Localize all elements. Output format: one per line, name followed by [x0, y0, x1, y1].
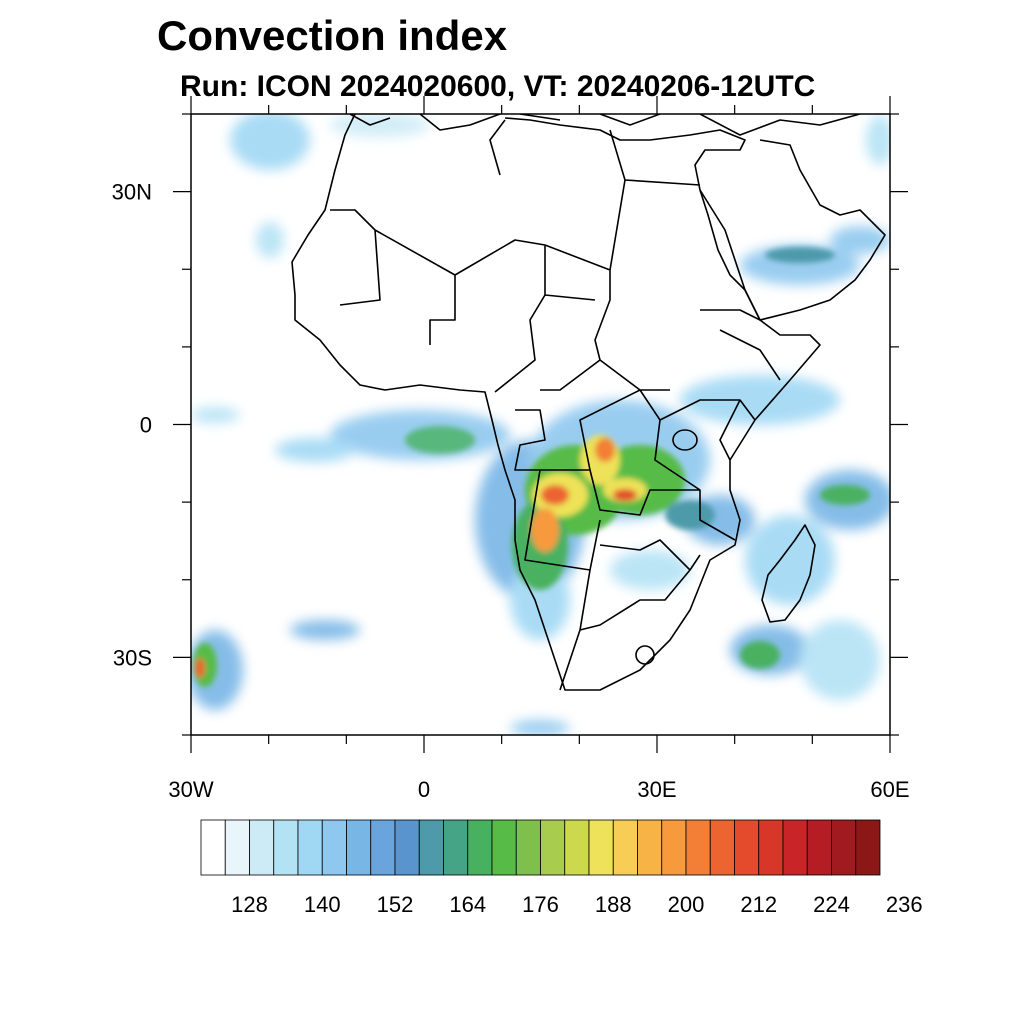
convection-cell — [613, 489, 637, 501]
convection-cell — [405, 426, 475, 454]
colorbar-swatch — [637, 819, 663, 876]
africa-coastline — [291, 114, 821, 691]
colorbar-swatch — [224, 819, 250, 876]
colorbar — [200, 819, 881, 876]
country-borders — [330, 119, 781, 691]
colorbar-swatch — [321, 819, 347, 876]
y-tick-label: 0 — [140, 413, 152, 438]
colorbar-label: 128 — [231, 892, 268, 917]
colorbar-swatch — [709, 819, 735, 876]
convection-cell — [256, 222, 284, 258]
colorbar-label: 164 — [449, 892, 486, 917]
coastlines-and-borders — [291, 114, 886, 691]
x-tick-label: 30W — [168, 777, 213, 802]
colorbar-swatch — [443, 819, 469, 876]
madagascar-coastline — [761, 524, 816, 623]
colorbar-labels: 128 140 152 164 176 188 200 212 224 236 — [231, 892, 922, 917]
colorbar-swatch — [200, 819, 226, 876]
axis-tick-labels: 30W 0 30E 60E 30N 0 30S — [112, 180, 910, 802]
colorbar-swatch — [540, 819, 566, 876]
colorbar-swatch — [734, 819, 760, 876]
convection-cell — [745, 515, 835, 605]
colorbar-label: 152 — [377, 892, 414, 917]
chart-title: Convection index — [157, 12, 508, 59]
y-tick-label: 30S — [113, 645, 152, 670]
convection-cell — [680, 375, 840, 425]
y-tick-label: 30N — [112, 180, 152, 205]
colorbar-label: 140 — [304, 892, 341, 917]
europe-coastline — [349, 114, 861, 136]
colorbar-swatch — [806, 819, 832, 876]
lake-victoria — [672, 429, 698, 451]
convection-cell — [765, 247, 835, 263]
convection-cell — [290, 620, 360, 640]
colorbar-swatch — [588, 819, 614, 876]
convection-cell — [665, 500, 715, 530]
convection-cell — [541, 485, 569, 505]
colorbar-swatch — [855, 819, 881, 876]
colorbar-label: 188 — [595, 892, 632, 917]
colorbar-swatch — [467, 819, 493, 876]
colorbar-swatch — [758, 819, 784, 876]
colorbar-swatch — [370, 819, 396, 876]
x-tick-label: 0 — [418, 777, 430, 802]
convection-cell — [195, 658, 205, 678]
colorbar-label: 200 — [668, 892, 705, 917]
convection-cell — [510, 720, 570, 735]
arabia-coastline — [699, 139, 886, 321]
colorbar-swatch — [661, 819, 687, 876]
convection-cell — [830, 226, 890, 254]
axis-ticks — [173, 96, 908, 753]
colorbar-swatch — [782, 819, 808, 876]
convection-cell — [330, 114, 430, 137]
colorbar-swatch — [346, 819, 372, 876]
colorbar-swatch — [273, 819, 299, 876]
colorbar-label: 212 — [740, 892, 777, 917]
colorbar-swatch — [249, 819, 275, 876]
colorbar-swatch — [685, 819, 711, 876]
colorbar-swatch — [515, 819, 541, 876]
lesotho-border — [635, 645, 655, 665]
colorbar-swatch — [612, 819, 638, 876]
convection-field — [191, 114, 890, 735]
convection-cell — [820, 485, 870, 505]
x-tick-label: 60E — [870, 777, 909, 802]
colorbar-swatch — [297, 819, 323, 876]
colorbar-swatch — [564, 819, 590, 876]
colorbar-swatch — [418, 819, 444, 876]
convection-cell — [610, 550, 690, 590]
chart-subtitle: Run: ICON 2024020600, VT: 20240206-12UTC — [180, 70, 816, 103]
convection-cell — [800, 620, 880, 700]
convection-cell — [740, 641, 780, 669]
colorbar-label: 236 — [886, 892, 923, 917]
convection-cell — [275, 438, 355, 462]
convection-cell — [531, 508, 559, 552]
convection-cell — [595, 438, 615, 462]
x-tick-label: 30E — [637, 777, 676, 802]
colorbar-swatch — [831, 819, 857, 876]
colorbar-label: 176 — [522, 892, 559, 917]
colorbar-swatch — [491, 819, 517, 876]
convection-cell — [191, 407, 240, 423]
colorbar-label: 224 — [813, 892, 850, 917]
convection-cell — [230, 114, 310, 170]
convection-cell — [866, 115, 890, 165]
colorbar-swatch — [394, 819, 420, 876]
